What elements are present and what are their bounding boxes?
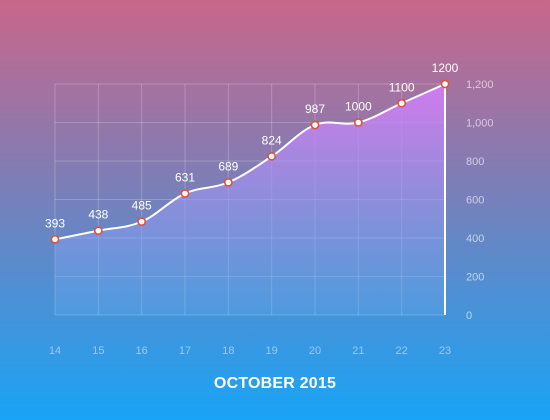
area-fill-layer — [55, 84, 445, 315]
series-line-layer — [54, 83, 446, 315]
data-label: 1100 — [389, 80, 415, 94]
data-point[interactable] — [93, 226, 103, 236]
data-label: 824 — [262, 133, 282, 147]
series-area — [55, 84, 445, 315]
data-labels: 393 438 485 631 689 824 987 1000 1100 1200 — [45, 61, 459, 230]
y-tick-label: 200 — [466, 272, 484, 284]
x-tick-label: 20 — [309, 345, 321, 357]
y-tick-label: 600 — [466, 195, 484, 207]
data-point[interactable] — [137, 217, 147, 227]
data-point[interactable] — [310, 120, 320, 130]
series-line — [54, 83, 446, 241]
y-tick-label: 0 — [466, 310, 472, 322]
x-tick-label: 14 — [49, 345, 61, 357]
y-tick-label: 1,000 — [466, 118, 494, 130]
chart-title: OCTOBER 2015 — [213, 375, 337, 392]
x-tick-label: 18 — [222, 345, 234, 357]
y-axis: 0 200 400 600 800 1,000 1,200 — [466, 79, 494, 322]
data-point[interactable] — [50, 234, 60, 244]
data-label: 631 — [175, 171, 195, 185]
data-label: 987 — [305, 102, 325, 116]
data-point[interactable] — [180, 189, 190, 198]
data-point[interactable] — [267, 151, 277, 161]
data-label: 689 — [218, 159, 238, 173]
x-tick-label: 16 — [136, 345, 148, 357]
y-tick-label: 800 — [466, 156, 484, 168]
data-point[interactable] — [223, 177, 233, 187]
x-tick-label: 22 — [396, 345, 408, 357]
x-tick-label: 17 — [179, 345, 191, 357]
x-tick-label: 19 — [266, 345, 278, 357]
data-label: 393 — [45, 216, 65, 230]
data-point[interactable] — [440, 79, 450, 89]
data-label: 1000 — [345, 100, 372, 114]
x-tick-label: 15 — [92, 345, 104, 357]
data-label: 438 — [88, 208, 108, 222]
x-axis: 14 15 16 17 18 19 20 21 22 23 — [49, 345, 451, 357]
x-tick-label: 23 — [439, 345, 451, 357]
data-point[interactable] — [353, 118, 363, 127]
data-label: 485 — [132, 199, 152, 213]
y-tick-label: 400 — [466, 233, 484, 245]
data-points — [50, 79, 450, 244]
data-point[interactable] — [397, 98, 407, 108]
x-tick-label: 21 — [352, 345, 364, 357]
y-tick-label: 1,200 — [466, 79, 494, 91]
data-label: 1200 — [432, 61, 459, 75]
